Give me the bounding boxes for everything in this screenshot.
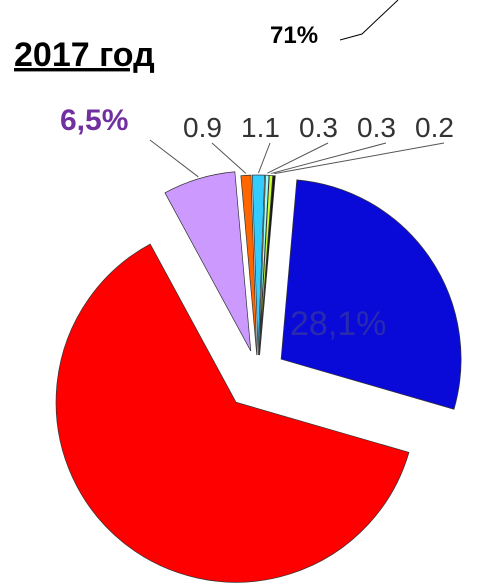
pie-slice <box>258 174 270 356</box>
data-label: 6,5% <box>60 104 128 137</box>
data-label: 28,1% <box>290 305 386 343</box>
leader-line <box>274 142 445 175</box>
data-label: 0.3 <box>299 112 338 143</box>
pie-slice <box>280 179 462 410</box>
data-label: 0.3 <box>357 112 396 143</box>
pie-slice <box>259 175 276 356</box>
data-label: 0.2 <box>415 112 454 143</box>
leader-line <box>271 142 387 174</box>
leader-line <box>267 142 329 174</box>
pie-slice <box>164 171 252 352</box>
data-label: 1.1 <box>241 112 280 143</box>
data-label: 0.9 <box>183 112 222 143</box>
pie-slice <box>55 243 410 583</box>
chart-title: 2017 год <box>14 36 155 74</box>
leader-line <box>149 139 199 178</box>
leader-line <box>258 142 271 174</box>
annotation: 71% <box>270 22 318 49</box>
pie-slice <box>251 174 266 356</box>
leader-line <box>339 0 399 41</box>
pie-slice <box>240 174 258 356</box>
leader-line <box>211 142 247 174</box>
